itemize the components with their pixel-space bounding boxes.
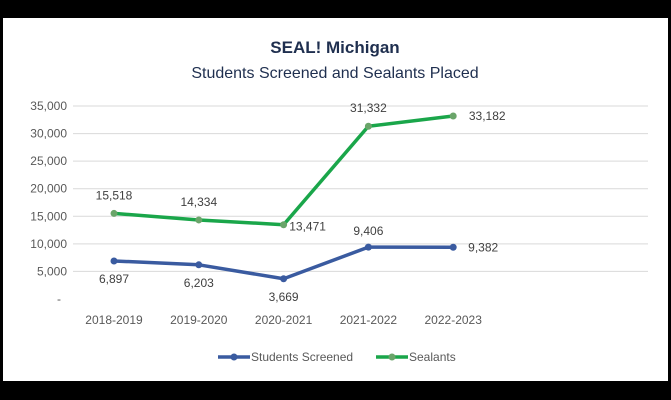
data-label: 14,334	[180, 195, 217, 209]
data-label: 3,669	[269, 290, 299, 304]
data-label: 15,518	[96, 188, 133, 202]
y-tick-label: 35,000	[30, 99, 67, 113]
data-point	[280, 275, 288, 283]
y-tick-label: -	[57, 292, 61, 306]
series-line-0	[113, 245, 454, 281]
y-tick-label: 5,000	[37, 264, 67, 278]
data-label: 9,406	[353, 224, 383, 238]
x-tick-label: 2018-2019	[85, 313, 143, 327]
data-point	[449, 112, 457, 120]
y-tick-label: 25,000	[30, 154, 67, 168]
data-point	[364, 243, 372, 251]
x-tick-label: 2022-2023	[425, 313, 483, 327]
x-tick-label: 2019-2020	[170, 313, 228, 327]
legend-label: Students Screened	[251, 350, 353, 364]
y-tick-label: 30,000	[30, 127, 67, 141]
data-label: 9,382	[468, 240, 498, 254]
chart-subtitle: Students Screened and Sealants Placed	[191, 65, 478, 82]
line-chart: SEAL! Michigan Students Screened and Sea…	[30, 38, 648, 364]
data-point	[449, 243, 457, 251]
data-label: 31,332	[350, 101, 387, 115]
data-label: 6,203	[184, 276, 214, 290]
chart-title: SEAL! Michigan	[270, 38, 399, 57]
data-point	[195, 216, 203, 224]
data-point	[110, 209, 118, 217]
chart-panel: SEAL! Michigan Students Screened and Sea…	[3, 18, 668, 381]
x-tick-label: 2020-2021	[255, 313, 313, 327]
y-tick-label: 15,000	[30, 209, 67, 223]
data-label: 33,182	[469, 109, 506, 123]
data-point	[280, 221, 288, 229]
data-label: 6,897	[99, 272, 129, 286]
legend-label: Sealants	[409, 350, 456, 364]
data-point	[364, 122, 372, 130]
legend-marker	[230, 353, 238, 361]
y-tick-label: 10,000	[30, 237, 67, 251]
data-point	[195, 261, 203, 269]
series-line-1	[113, 114, 454, 227]
data-label: 13,471	[289, 220, 326, 234]
data-point	[110, 257, 118, 265]
y-tick-label: 20,000	[30, 182, 67, 196]
legend-marker	[388, 353, 396, 361]
x-tick-label: 2021-2022	[340, 313, 398, 327]
